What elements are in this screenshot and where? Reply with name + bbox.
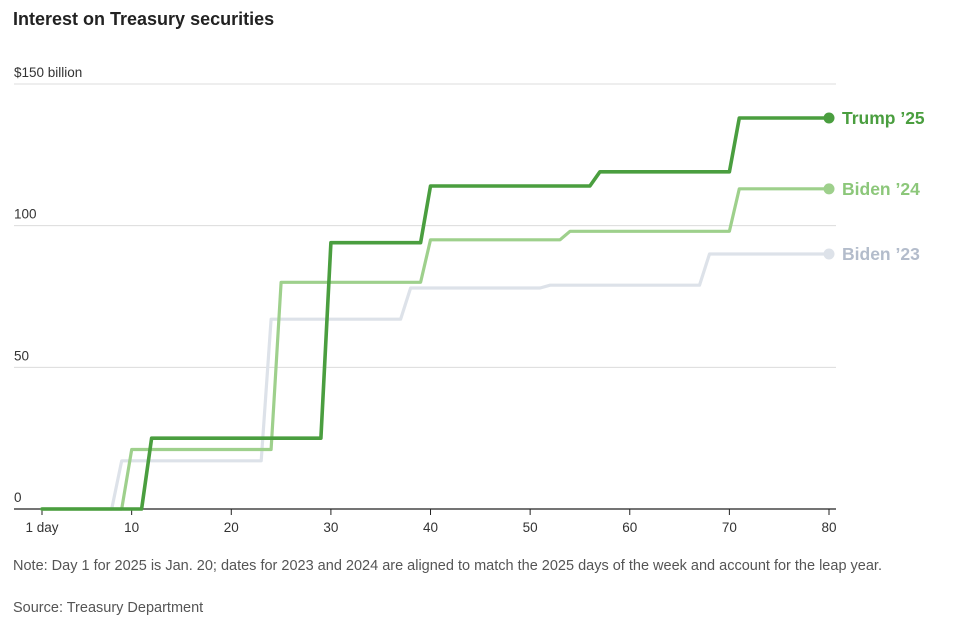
y-tick-label-0: 0 — [14, 490, 22, 505]
chart-title: Interest on Treasury securities — [13, 9, 275, 29]
series-endpoint-2 — [823, 112, 835, 124]
series-label-2: Trump ’25 — [842, 108, 925, 128]
series-line-0 — [40, 252, 831, 511]
x-tick-label-10: 10 — [124, 520, 139, 535]
y-tick-label-100: 100 — [14, 207, 37, 222]
x-tick-label-40: 40 — [423, 520, 438, 535]
series-label-0: Biden ’23 — [842, 244, 920, 264]
series-endpoint-1 — [823, 183, 835, 195]
x-tick-label-80: 80 — [821, 520, 836, 535]
axis-layer: $150 billion 100 50 01 day 10 20 30 40 50 60 70 80 — [14, 65, 837, 535]
series-endpoint-0 — [823, 248, 835, 260]
x-tick-label-50: 50 — [523, 520, 538, 535]
y-tick-label-50: 50 — [14, 348, 29, 363]
chart-note: Note: Day 1 for 2025 is Jan. 20; dates f… — [13, 558, 882, 574]
series-layer — [40, 112, 835, 511]
x-tick-label-1: 1 day — [25, 520, 58, 535]
series-line-2 — [40, 116, 831, 511]
series-label-1: Biden ’24 — [842, 179, 920, 199]
x-tick-label-30: 30 — [323, 520, 338, 535]
chart-source: Source: Treasury Department — [13, 600, 204, 616]
x-tick-label-70: 70 — [722, 520, 737, 535]
label-layer: Biden ’23 Biden ’24 Trump ’25 — [842, 108, 925, 264]
x-tick-label-60: 60 — [622, 520, 637, 535]
x-tick-label-20: 20 — [224, 520, 239, 535]
series-line-1 — [40, 187, 831, 511]
y-tick-label-150: $150 billion — [14, 65, 82, 80]
